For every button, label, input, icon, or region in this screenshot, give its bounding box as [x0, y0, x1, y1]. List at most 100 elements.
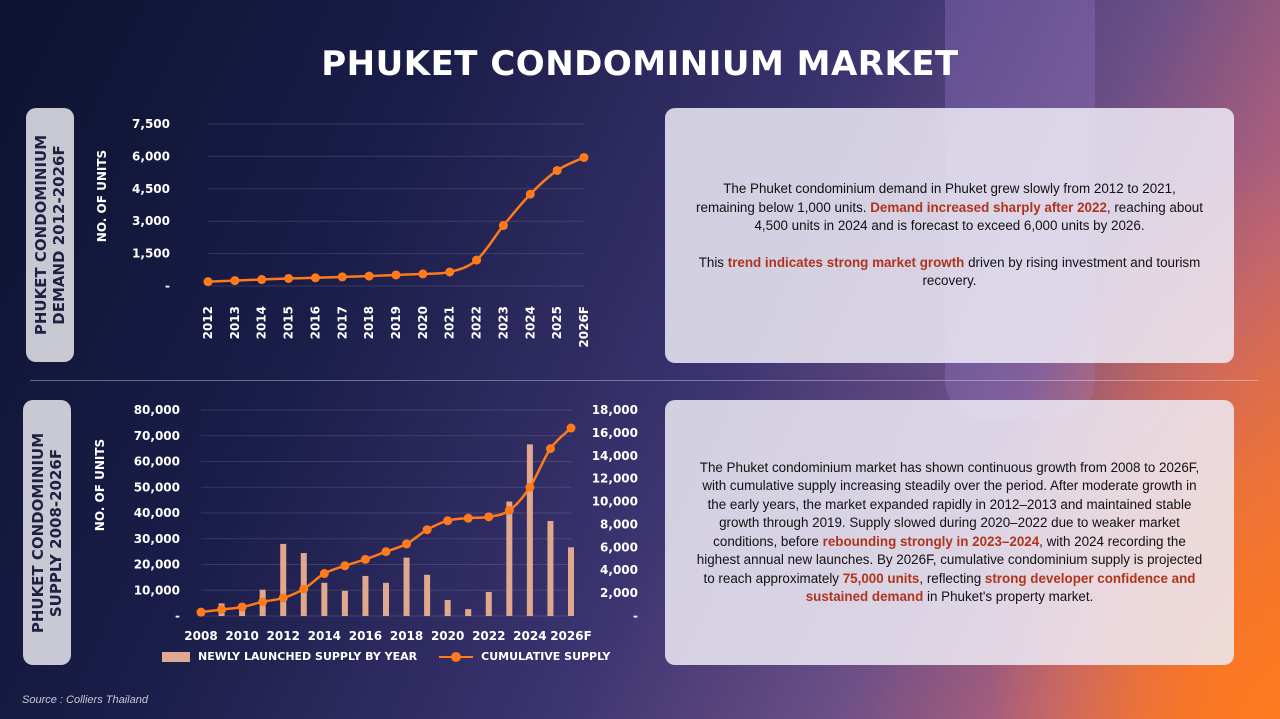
- x-tick-label: 2013: [228, 306, 242, 339]
- y2-tick-label: 2,000: [600, 586, 638, 600]
- y-tick-label: -: [175, 609, 180, 623]
- demand-point: [364, 271, 374, 281]
- y2-tick-label: 18,000: [592, 403, 638, 417]
- supply-bar: [321, 582, 328, 616]
- demand-point: [284, 273, 294, 283]
- y-tick-label: 20,000: [134, 558, 180, 572]
- demand-point: [472, 255, 482, 265]
- supply-bar: [485, 591, 492, 616]
- supply-bar: [362, 575, 369, 616]
- y2-tick-label: -: [633, 609, 638, 623]
- x-tick-label: 2025: [550, 306, 564, 339]
- cumulative-point: [381, 547, 391, 557]
- y-tick-label: 80,000: [134, 403, 180, 417]
- y-tick-label: 50,000: [134, 480, 180, 494]
- y2-tick-label: 14,000: [592, 449, 638, 463]
- supply-bar: [403, 557, 410, 616]
- y-tick-label: -: [165, 279, 170, 293]
- cumulative-point: [299, 584, 309, 594]
- demand-text: This: [698, 254, 728, 270]
- x-tick-label: 2022: [470, 306, 484, 339]
- demand-text: The Phuket condominium demand in Phuket …: [696, 181, 1176, 215]
- cumulative-point: [340, 561, 350, 571]
- demand-point: [525, 189, 535, 199]
- y-tick-label: 70,000: [134, 429, 180, 443]
- x-tick-label: 2021: [443, 306, 457, 339]
- y2-tick-label: 12,000: [592, 472, 638, 486]
- x-tick-label: 2024: [513, 629, 546, 643]
- cumulative-point: [525, 482, 535, 492]
- y-tick-label: 3,000: [132, 214, 170, 228]
- y-tick-label: 6,000: [132, 149, 170, 163]
- page-title: PHUKET CONDOMINIUM MARKET: [321, 44, 959, 84]
- demand-point: [257, 275, 267, 285]
- cumulative-point: [504, 505, 514, 515]
- demand-point: [310, 273, 320, 283]
- y2-tick-label: 8,000: [600, 517, 638, 531]
- x-tick-label: 2016: [349, 629, 382, 643]
- cumulative-point: [360, 554, 370, 564]
- cumulative-point: [402, 539, 412, 549]
- x-tick-label: 2024: [523, 306, 537, 339]
- supply-highlight: strong developer confidence and sustaine…: [805, 570, 1196, 605]
- y2-tick-label: 6,000: [600, 540, 638, 554]
- legend-line-label: CUMULATIVE SUPPLY: [481, 650, 611, 663]
- supply-bar: [444, 599, 451, 616]
- y-axis-title: NO. OF UNITS: [95, 150, 109, 242]
- x-tick-label: 2012: [201, 306, 215, 339]
- y-axis-title: NO. OF UNITS: [93, 439, 107, 531]
- x-tick-label: 2026F: [577, 306, 591, 348]
- supply-description: The Phuket condominium market has shown …: [695, 459, 1204, 607]
- demand-conclusion: This trend indicates strong market growt…: [695, 254, 1204, 291]
- y2-tick-label: 4,000: [600, 563, 638, 577]
- supply-bar: [280, 543, 287, 616]
- x-tick-label: 2012: [267, 629, 300, 643]
- legend-bar-swatch: [162, 651, 190, 662]
- cumulative-point: [422, 525, 432, 535]
- x-tick-label: 2008: [184, 629, 217, 643]
- demand-point: [203, 277, 213, 287]
- x-tick-label: 2018: [362, 306, 376, 339]
- supply-bar: [547, 521, 554, 616]
- supply-bar: [568, 547, 574, 616]
- supply-bar: [526, 444, 533, 616]
- x-tick-label: 2017: [335, 306, 349, 339]
- legend-line-swatch: [439, 651, 474, 662]
- y-tick-label: 30,000: [134, 532, 180, 546]
- demand-point: [579, 152, 589, 162]
- supply-text: in Phuket's property market.: [923, 589, 1094, 604]
- demand-point: [552, 165, 562, 175]
- supply-bar: [424, 574, 431, 616]
- x-tick-label: 2014: [308, 629, 341, 643]
- demand-side-label: PHUKET CONDOMINIUM DEMAND 2012-2026F: [26, 108, 74, 362]
- demand-text: driven by rising investment and tourism …: [922, 254, 1201, 289]
- cumulative-point: [237, 602, 247, 612]
- cumulative-point: [258, 597, 268, 607]
- demand-point: [445, 267, 455, 277]
- demand-highlight: trend indicates strong market growth: [727, 254, 965, 270]
- supply-highlight: 75,000 units: [842, 570, 920, 586]
- y-tick-label: 1,500: [132, 247, 170, 261]
- x-tick-label: 2010: [225, 629, 258, 643]
- supply-side-label: PHUKET CONDOMINIUM SUPPLY 2008-2026F: [23, 400, 71, 665]
- x-tick-label: 2018: [390, 629, 423, 643]
- supply-bar: [465, 609, 472, 616]
- cumulative-point: [319, 569, 329, 579]
- demand-point: [498, 221, 508, 231]
- y-tick-label: 60,000: [134, 455, 180, 469]
- source-note: Source : Colliers Thailand: [22, 694, 148, 706]
- x-tick-label: 2015: [282, 306, 296, 339]
- section-divider: [30, 380, 1258, 381]
- y-tick-label: 40,000: [134, 506, 180, 520]
- x-tick-label: 2020: [431, 629, 464, 643]
- supply-description-panel: The Phuket condominium market has shown …: [665, 400, 1234, 665]
- demand-point: [230, 276, 240, 286]
- y-tick-label: 7,500: [132, 117, 170, 131]
- cumulative-point: [217, 605, 227, 615]
- demand-point: [391, 270, 401, 280]
- cumulative-point: [463, 513, 473, 523]
- demand-highlight: Demand increased sharply after 2022: [870, 199, 1107, 215]
- y2-tick-label: 16,000: [592, 426, 638, 440]
- supply-bar: [383, 582, 389, 616]
